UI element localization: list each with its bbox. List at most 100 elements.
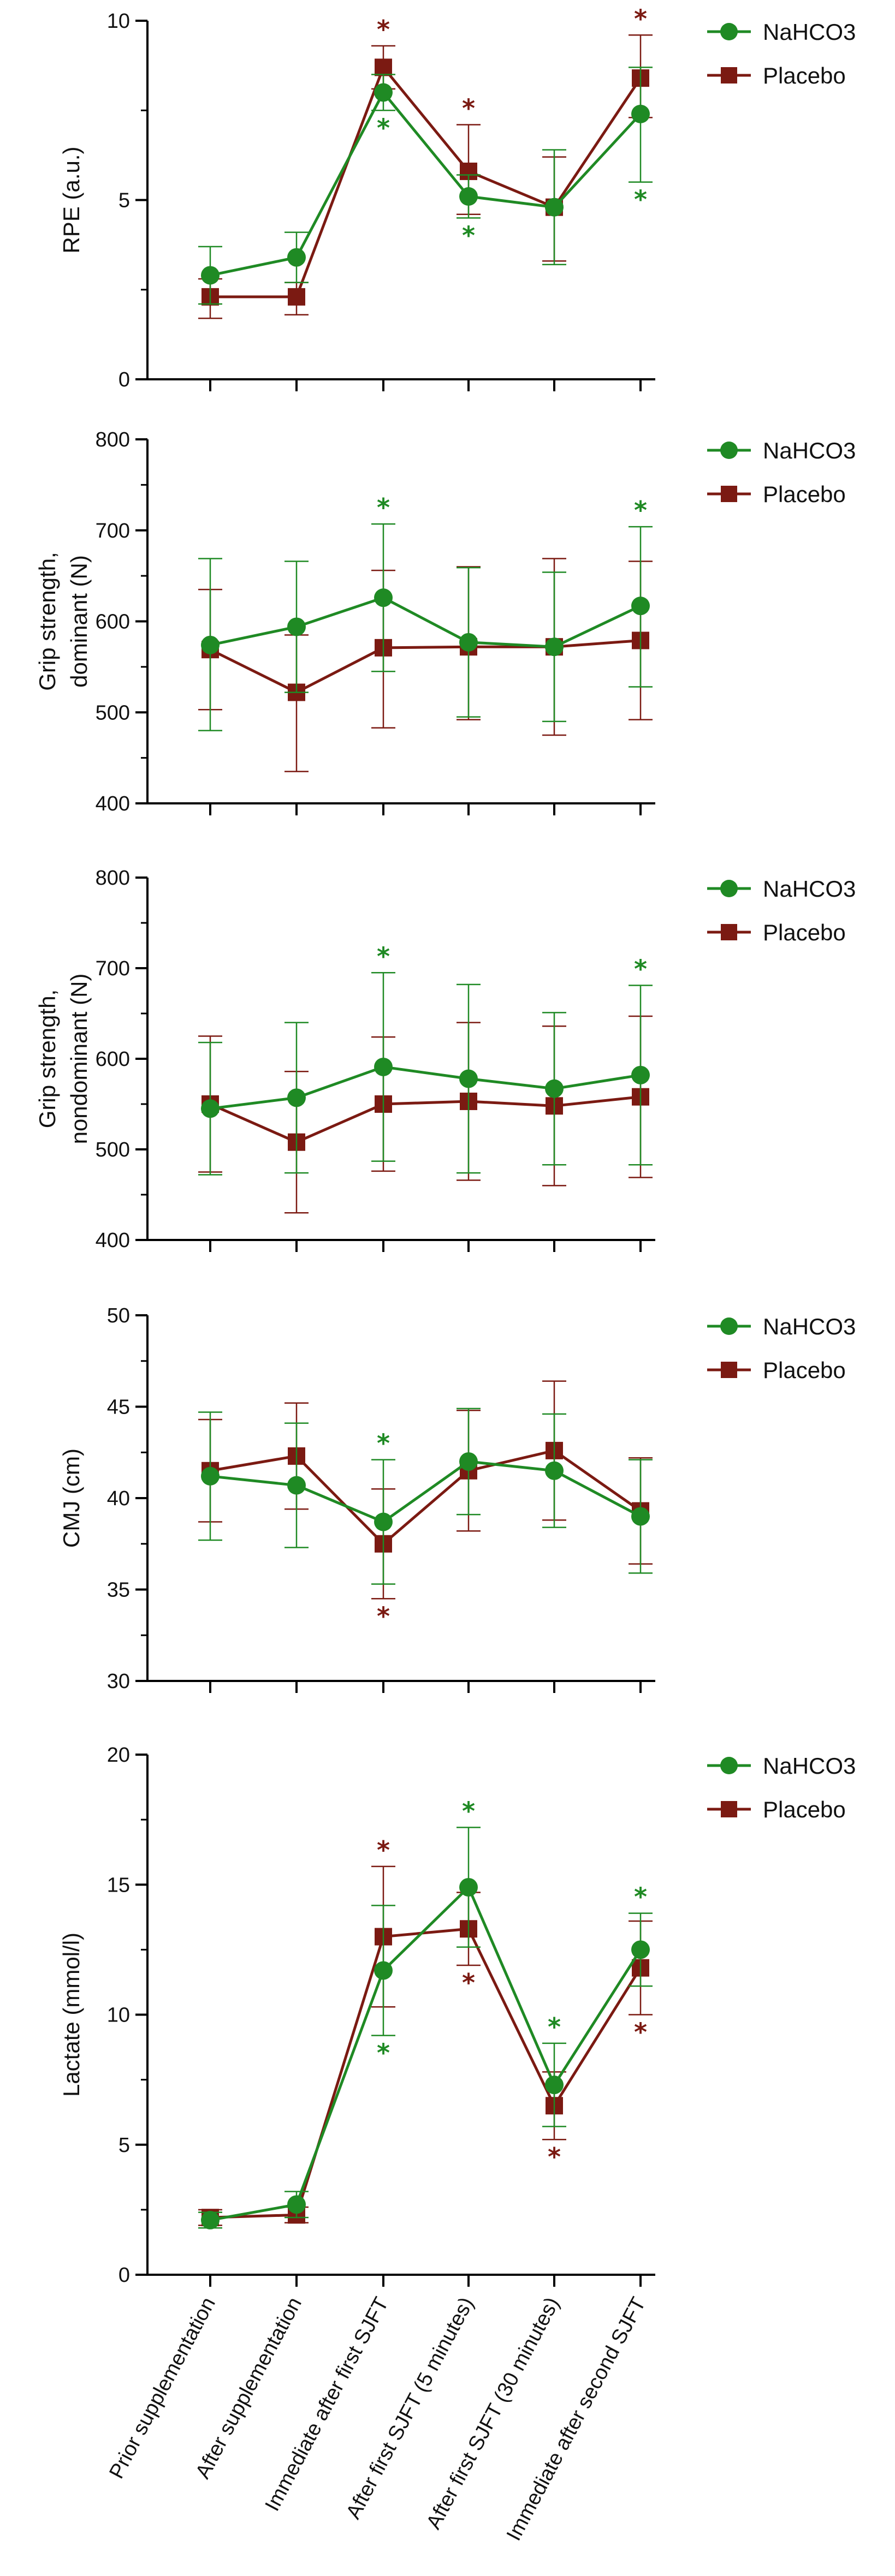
legend-marker-square (721, 924, 737, 940)
data-point-circle (631, 597, 650, 616)
significance-star: * (462, 220, 475, 250)
data-point-circle (545, 1079, 564, 1098)
significance-star: * (377, 1429, 390, 1458)
y-tick-label: 45 (107, 1396, 130, 1419)
data-point-circle (374, 83, 393, 102)
y-tick-label: 400 (96, 792, 130, 815)
y-tick-label: 800 (96, 867, 130, 890)
y-tick-label: 400 (96, 1229, 130, 1252)
data-point-circle (287, 248, 306, 267)
legend-label: Placebo (763, 63, 846, 88)
data-point-circle (287, 617, 306, 636)
y-axis-label: nondominant (N) (66, 974, 92, 1144)
significance-star: * (634, 185, 647, 214)
data-point-circle (374, 1512, 393, 1531)
y-tick-label: 0 (118, 2264, 130, 2287)
chart-panel-2: 400 500 600 700 800 Grip strength, dominant (N… (34, 428, 856, 815)
data-point-circle (631, 1065, 650, 1084)
legend: NaHCO3 Placebo (707, 1314, 856, 1383)
data-point-circle (459, 633, 478, 652)
y-tick-label: 10 (107, 10, 130, 33)
y-tick-label: 5 (118, 189, 130, 212)
y-tick-label: 40 (107, 1487, 130, 1510)
data-point-circle (545, 637, 564, 657)
chart-panel-1: 0 5 10 RPE (a.u.) * * * * * * NaHCO3 Placebo (58, 4, 856, 391)
series-line (210, 1927, 642, 2219)
y-axis-label: CMJ (cm) (58, 1448, 84, 1548)
legend-label: NaHCO3 (763, 438, 856, 463)
data-point-circle (201, 2210, 220, 2229)
legend: NaHCO3 Placebo (707, 876, 856, 945)
legend: NaHCO3 Placebo (707, 19, 856, 88)
legend-marker-square (721, 486, 737, 502)
legend-label: Placebo (763, 1357, 846, 1383)
data-point-circle (631, 104, 650, 123)
series-line (210, 596, 642, 648)
chart-panel-3: 400 500 600 700 800 Grip strength, nondominant… (34, 867, 856, 1252)
legend-label: NaHCO3 (763, 1753, 856, 1779)
data-point-circle (287, 1476, 306, 1495)
y-tick-label: 50 (107, 1304, 130, 1327)
significance-star: * (462, 1968, 475, 1997)
legend-label: Placebo (763, 481, 846, 507)
data-point-circle (545, 1461, 564, 1480)
significance-star: * (377, 113, 390, 142)
y-axis-label: Grip strength, (34, 552, 60, 690)
series-nahco3 (198, 523, 653, 731)
y-tick-label: 500 (96, 701, 130, 724)
series-nahco3 (198, 67, 653, 305)
legend-marker-circle (720, 442, 738, 459)
y-tick-label: 600 (96, 1048, 130, 1071)
significance-star: * (548, 2142, 561, 2172)
y-tick-label: 5 (118, 2134, 130, 2157)
y-tick-label: 30 (107, 1670, 130, 1693)
legend-label: Placebo (763, 920, 846, 945)
data-point-square (288, 288, 305, 306)
y-tick-label: 15 (107, 1874, 130, 1897)
series-placebo (198, 558, 653, 772)
data-point-circle (374, 1057, 393, 1076)
data-point-circle (287, 1088, 306, 1107)
data-point-circle (201, 1099, 220, 1118)
significance-star: * (462, 94, 475, 123)
y-tick-label: 800 (96, 428, 130, 451)
legend-label: NaHCO3 (763, 876, 856, 902)
series-line (210, 1449, 642, 1546)
series-placebo (198, 34, 653, 319)
series-line (210, 90, 642, 277)
series-line (210, 1065, 641, 1110)
legend-marker-square (721, 1801, 737, 1817)
data-point-circle (201, 635, 220, 654)
legend-label: NaHCO3 (763, 19, 856, 45)
chart-panel-5: 0 5 10 15 20 Lactate (mmol/l) * * * * * * * * NaHCO3 Pl… (58, 1744, 856, 2287)
data-point-circle (459, 1069, 478, 1088)
data-point-circle (459, 1878, 478, 1897)
y-tick-label: 20 (107, 1744, 130, 1767)
series-line (209, 639, 641, 694)
chart-panel-4: 30 35 40 45 50 CMJ (cm) * * NaHCO3 Placebo (58, 1304, 856, 1693)
y-tick-label: 700 (96, 957, 130, 980)
y-tick-label: 500 (96, 1138, 130, 1161)
significance-star: * (634, 496, 647, 525)
legend-marker-circle (720, 1757, 738, 1774)
significance-star: * (377, 1601, 390, 1631)
series-nahco3 (198, 972, 653, 1176)
legend: NaHCO3 Placebo (707, 438, 856, 507)
data-point-circle (201, 1466, 220, 1486)
legend-label: NaHCO3 (763, 1314, 856, 1339)
legend-marker-circle (720, 880, 738, 897)
series-nahco3 (198, 1408, 653, 1585)
legend-label: Placebo (763, 1797, 846, 1822)
data-point-circle (545, 2076, 564, 2095)
y-axis-label: dominant (N) (66, 555, 92, 688)
series-placebo (198, 1380, 653, 1600)
data-point-circle (374, 588, 393, 607)
significance-star: * (377, 941, 390, 971)
data-point-circle (631, 1507, 650, 1526)
legend-marker-square (721, 1362, 737, 1378)
series-line (210, 64, 642, 299)
y-tick-label: 10 (107, 2004, 130, 2027)
legend: NaHCO3 Placebo (707, 1753, 856, 1822)
significance-star: * (634, 4, 647, 33)
